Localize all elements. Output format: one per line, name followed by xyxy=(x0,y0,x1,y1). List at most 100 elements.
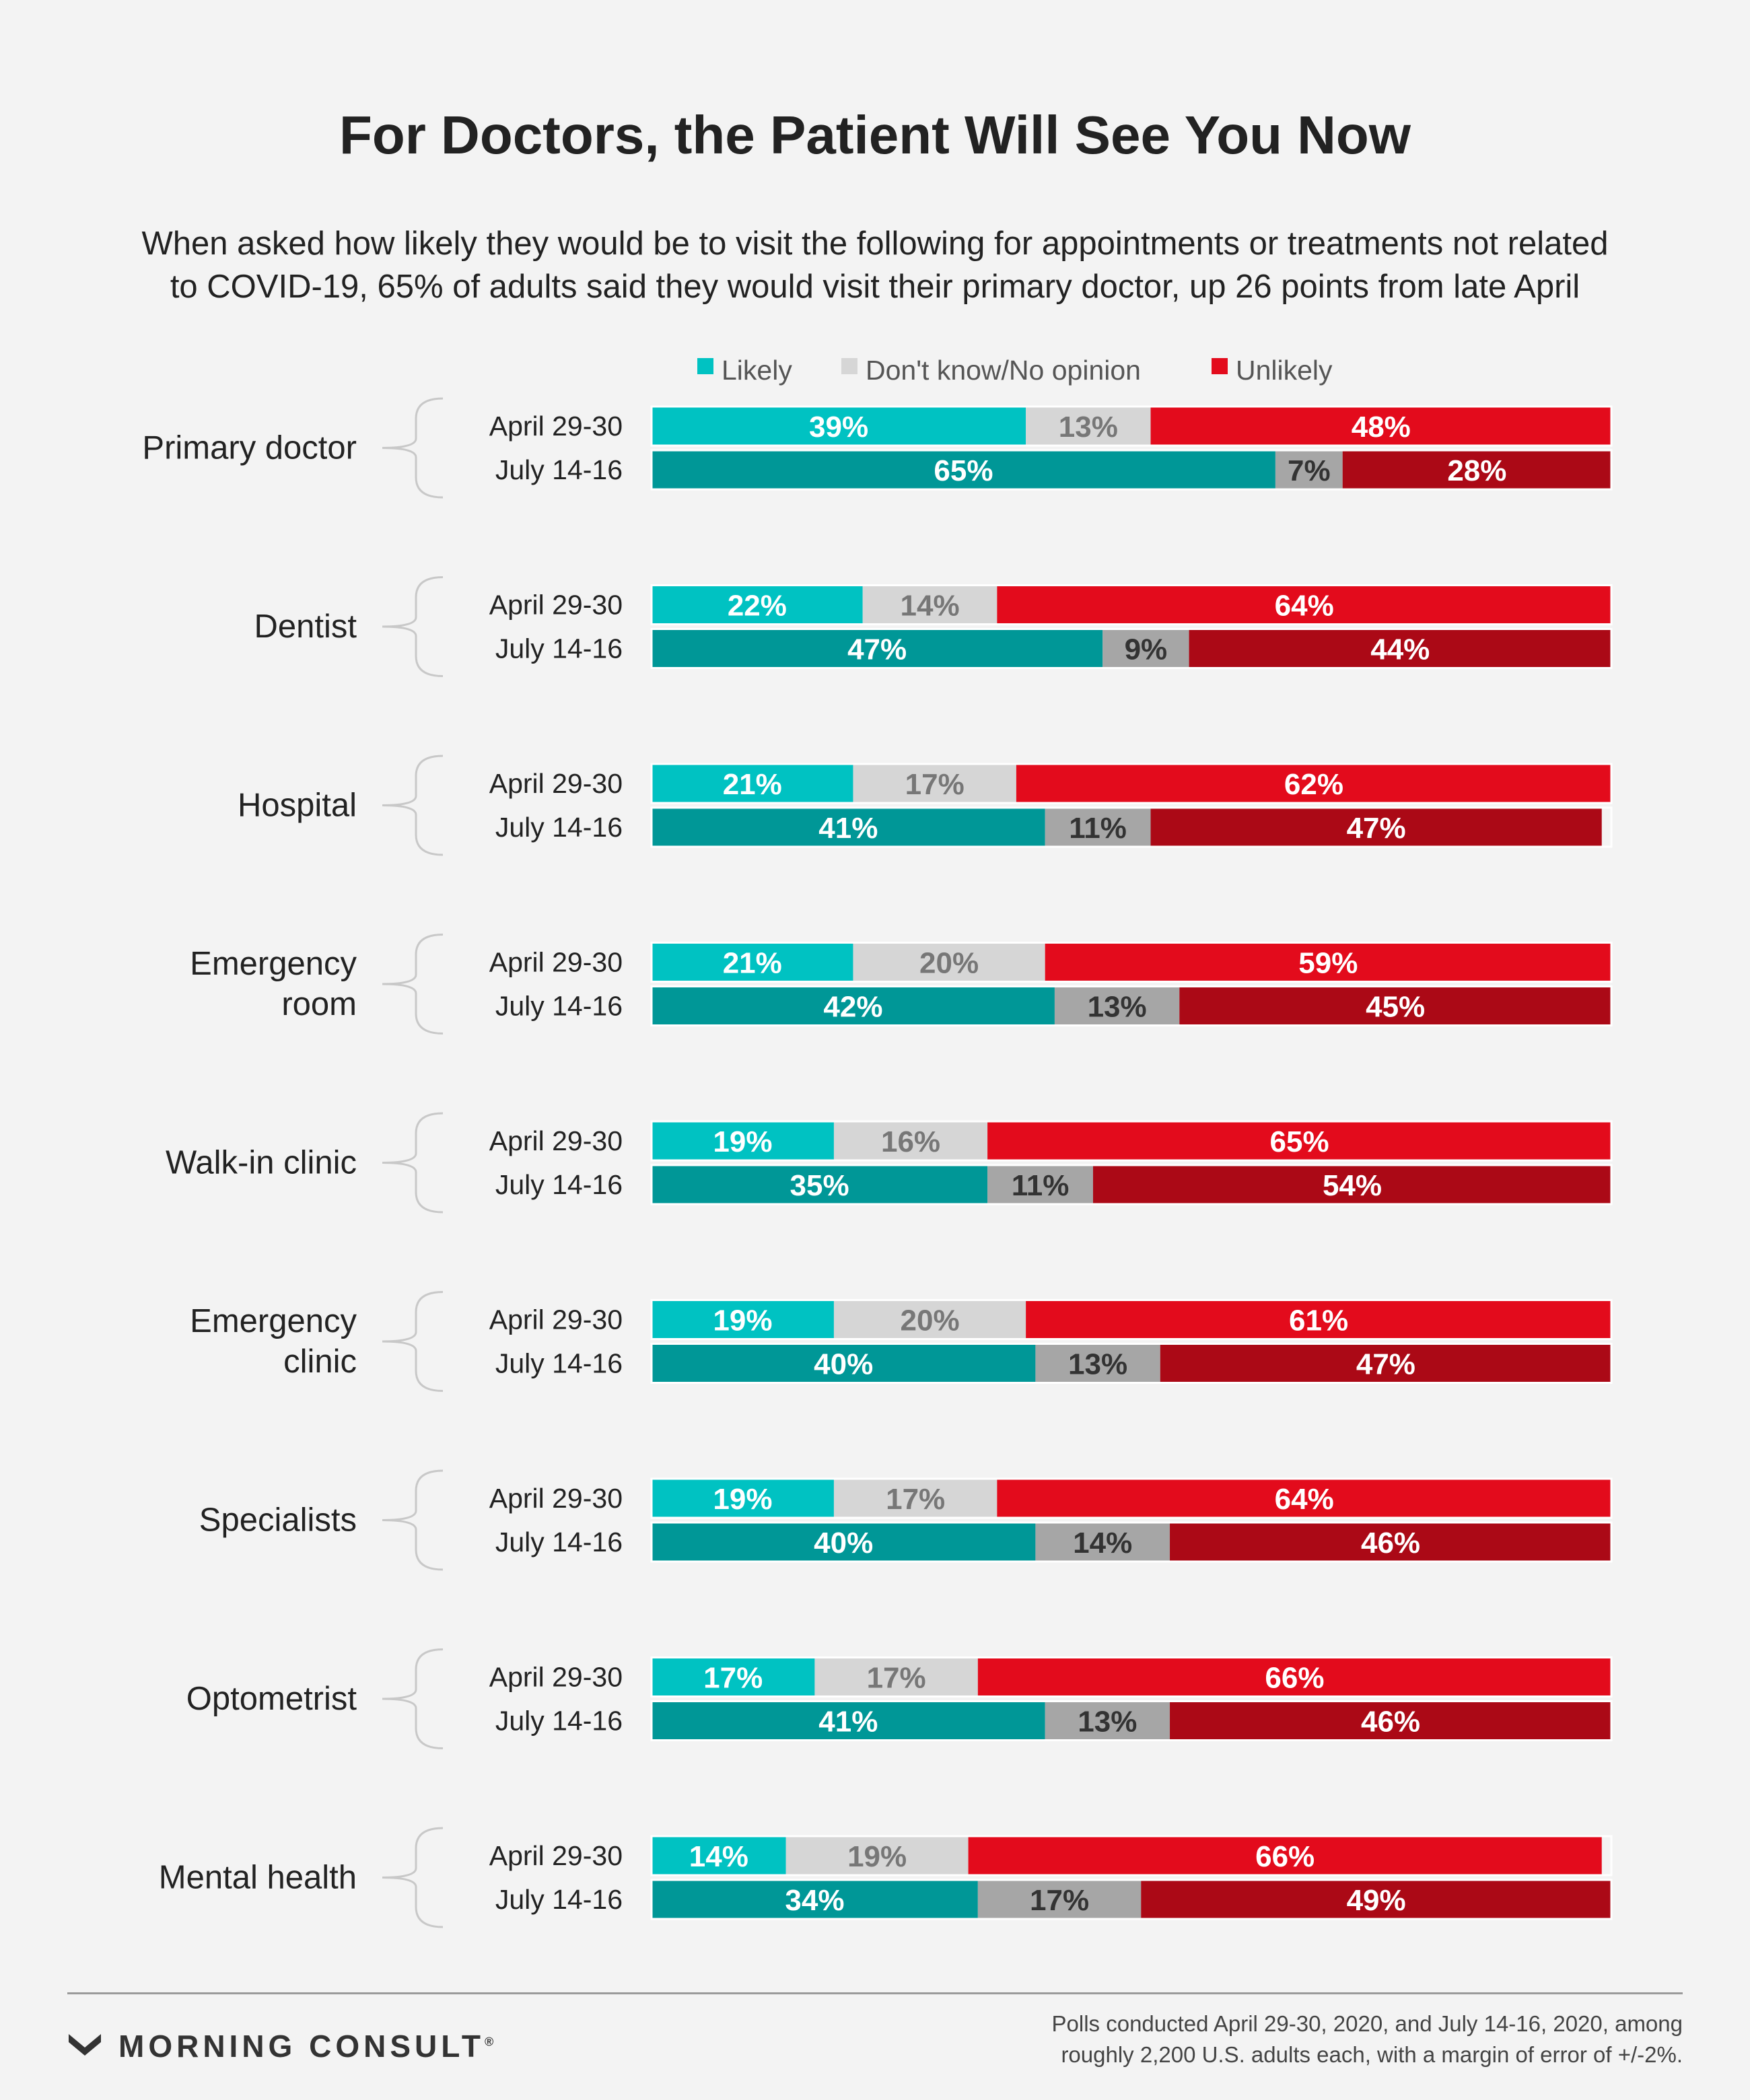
period-label: April 29-30 xyxy=(489,768,623,799)
group-bracket xyxy=(382,1112,444,1214)
bar-value-label-unlikely: 47% xyxy=(1347,812,1406,845)
bar-value-label-unlikely: 45% xyxy=(1366,991,1425,1024)
period-label: April 29-30 xyxy=(489,947,623,978)
bar-outline xyxy=(650,628,1613,669)
stacked-bar-chart: Likely Don't know/No opinion Unlikely Prima… xyxy=(142,355,1613,1928)
bar-value-label-dont_know: 14% xyxy=(1073,1527,1132,1560)
bar-segment-likely xyxy=(652,764,853,803)
bar-segment-likely xyxy=(652,942,853,982)
bar-value-label-unlikely: 66% xyxy=(1255,1840,1315,1873)
category-label: Emergency xyxy=(190,946,357,982)
bar-value-label-unlikely: 59% xyxy=(1298,947,1358,980)
bar-value-label-dont_know: 7% xyxy=(1288,454,1331,487)
bar-value-label-unlikely: 48% xyxy=(1352,411,1411,444)
period-label: April 29-30 xyxy=(489,590,623,621)
bar-outline xyxy=(650,985,1613,1026)
legend-label-likely: Likely xyxy=(722,355,792,386)
group-bracket xyxy=(382,934,444,1035)
bar-segment-unlikely xyxy=(997,1479,1611,1518)
bar-segment-likely xyxy=(652,1701,1045,1741)
brand-name: MORNING CONSULT® xyxy=(118,2028,497,2064)
period-label: July 14-16 xyxy=(495,812,623,843)
category-label: Mental health xyxy=(159,1860,357,1896)
bar-value-label-likely: 41% xyxy=(818,1706,878,1739)
group-bracket xyxy=(382,576,444,677)
subtitle-line: to COVID-19, 65% of adults said they wou… xyxy=(170,269,1580,305)
category-label: clinic xyxy=(283,1343,357,1380)
legend-swatch-likely xyxy=(697,358,713,374)
period-label: April 29-30 xyxy=(489,1840,623,1871)
note-line: roughly 2,200 U.S. adults each, with a m… xyxy=(1061,2042,1683,2067)
bar-value-label-dont_know: 20% xyxy=(901,1304,960,1337)
bar-value-label-dont_know: 11% xyxy=(1012,1169,1070,1202)
bar-value-label-unlikely: 28% xyxy=(1447,454,1506,487)
period-label: July 14-16 xyxy=(495,991,623,1022)
category-label: Optometrist xyxy=(186,1681,357,1717)
bar-segment-dont_know xyxy=(862,585,998,625)
bar-segment-unlikely xyxy=(1141,1880,1611,1919)
bar-segment-likely xyxy=(652,1479,834,1518)
chart-subtitle: When asked how likely they would be to v… xyxy=(67,222,1683,308)
bar-outline xyxy=(650,584,1613,625)
bar-segment-likely xyxy=(652,1300,834,1339)
bar-segment-dont_know xyxy=(833,1121,988,1160)
methodology-note: Polls conducted April 29-30, 2020, and J… xyxy=(875,2008,1683,2070)
bar-value-label-unlikely: 61% xyxy=(1289,1304,1348,1337)
category-label: room xyxy=(281,986,357,1022)
bar-segment-dont_know xyxy=(1045,808,1151,847)
bar-segment-unlikely xyxy=(1160,1343,1611,1383)
period-label: April 29-30 xyxy=(489,1125,623,1156)
bar-value-label-likely: 65% xyxy=(934,454,993,487)
category-label: Primary doctor xyxy=(142,430,357,466)
bar-segment-unlikely xyxy=(987,1121,1611,1160)
bar-value-label-likely: 19% xyxy=(713,1304,772,1337)
bar-outline xyxy=(650,1656,1613,1698)
bar-segment-likely xyxy=(652,629,1103,668)
bar-value-label-unlikely: 62% xyxy=(1284,768,1343,801)
bar-outline xyxy=(650,1700,1613,1741)
bar-value-label-likely: 22% xyxy=(728,590,787,623)
bar-segment-dont_know xyxy=(1035,1523,1170,1562)
bar-value-label-likely: 35% xyxy=(790,1169,849,1202)
bar-outline xyxy=(650,806,1613,848)
bar-outline xyxy=(650,1521,1613,1563)
bar-segment-unlikely xyxy=(997,585,1611,625)
bar-value-label-likely: 14% xyxy=(689,1840,748,1873)
chart-title: For Doctors, the Patient Will See You No… xyxy=(339,105,1411,165)
legend-swatch-dont_know xyxy=(841,358,858,374)
period-label: July 14-16 xyxy=(495,1884,623,1915)
bar-value-label-likely: 17% xyxy=(703,1662,763,1695)
bar-segment-unlikely xyxy=(977,1657,1611,1697)
bar-value-label-dont_know: 11% xyxy=(1069,812,1127,845)
period-label: April 29-30 xyxy=(489,411,623,442)
legend-label-dont_know: Don't know/No opinion xyxy=(866,355,1141,386)
bar-segment-dont_know xyxy=(977,1880,1142,1919)
bar-segment-likely xyxy=(652,1165,988,1204)
bar-segment-dont_know xyxy=(987,1165,1093,1204)
bar-segment-unlikely xyxy=(1150,407,1611,446)
bar-segment-unlikely xyxy=(1179,986,1611,1026)
bar-value-label-dont_know: 14% xyxy=(901,590,960,623)
group-bracket xyxy=(382,1469,444,1571)
note-line: Polls conducted April 29-30, 2020, and J… xyxy=(1051,2011,1683,2036)
category-label: Dentist xyxy=(254,608,357,645)
bar-segment-likely xyxy=(652,1657,815,1697)
period-label: July 14-16 xyxy=(495,1169,623,1200)
period-label: July 14-16 xyxy=(495,1706,623,1737)
bar-value-label-dont_know: 13% xyxy=(1088,991,1147,1024)
bar-value-label-unlikely: 44% xyxy=(1370,633,1430,666)
bar-segment-unlikely xyxy=(1092,1165,1611,1204)
period-label: April 29-30 xyxy=(489,1662,623,1693)
period-label: July 14-16 xyxy=(495,1527,623,1558)
bar-segment-unlikely xyxy=(1342,450,1611,489)
period-label: April 29-30 xyxy=(489,1483,623,1514)
category-label: Walk-in clinic xyxy=(166,1145,357,1181)
group-bracket xyxy=(382,1648,444,1749)
bar-value-label-likely: 19% xyxy=(713,1483,772,1516)
bar-outline xyxy=(650,1477,1613,1519)
bar-value-label-dont_know: 17% xyxy=(886,1483,945,1516)
bar-value-label-dont_know: 16% xyxy=(881,1125,940,1158)
group-bracket xyxy=(382,755,444,856)
brand-text: MORNING CONSULT xyxy=(118,2029,485,2064)
bar-value-label-unlikely: 47% xyxy=(1356,1348,1415,1381)
